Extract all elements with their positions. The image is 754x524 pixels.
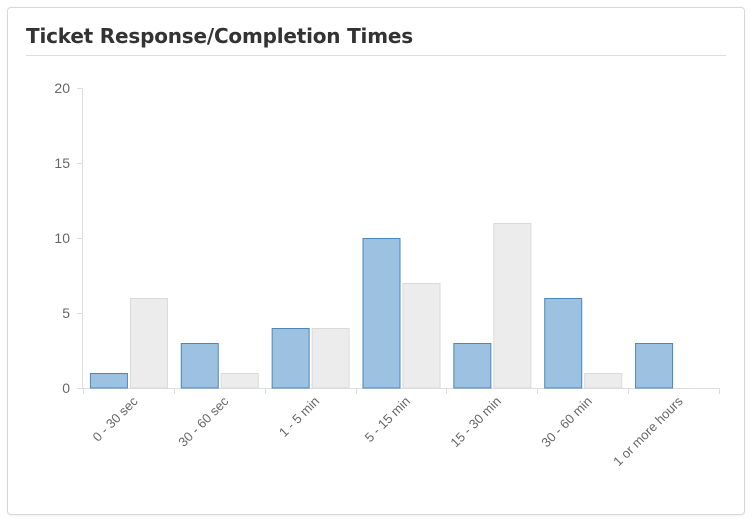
y-tick-label: 20 — [54, 80, 70, 96]
y-tick-label: 0 — [62, 380, 70, 396]
bar-series-1 — [89, 373, 128, 389]
bar-series-1 — [180, 343, 219, 389]
bar-series-1 — [453, 343, 492, 389]
x-tick-label: 1 - 5 min — [276, 394, 322, 440]
y-tick-label: 15 — [54, 155, 70, 171]
bar-series-1 — [544, 298, 583, 389]
bar-series-1 — [362, 238, 401, 389]
bar-series-2 — [493, 223, 532, 389]
bar-series-2 — [584, 373, 623, 389]
bar-series-2 — [129, 298, 168, 389]
title-divider — [26, 55, 726, 56]
x-tick-label: 5 - 15 min — [362, 394, 413, 445]
card-title: Ticket Response/Completion Times — [26, 24, 413, 48]
bar-series-2 — [311, 328, 350, 389]
x-tick-label: 1 or more hours — [610, 393, 686, 469]
bar-series-1 — [271, 328, 310, 389]
y-tick-label: 10 — [54, 230, 70, 246]
x-tick-label: 15 - 30 min — [447, 394, 504, 451]
bar-series-2 — [220, 373, 259, 389]
bar-series-1 — [635, 343, 674, 389]
x-tick-label: 0 - 30 sec — [90, 393, 141, 444]
y-tick-label: 5 — [62, 305, 70, 321]
x-tick-label: 30 - 60 min — [538, 394, 595, 451]
x-tick-label: 30 - 60 sec — [175, 393, 231, 449]
bar-series-2 — [402, 283, 441, 389]
